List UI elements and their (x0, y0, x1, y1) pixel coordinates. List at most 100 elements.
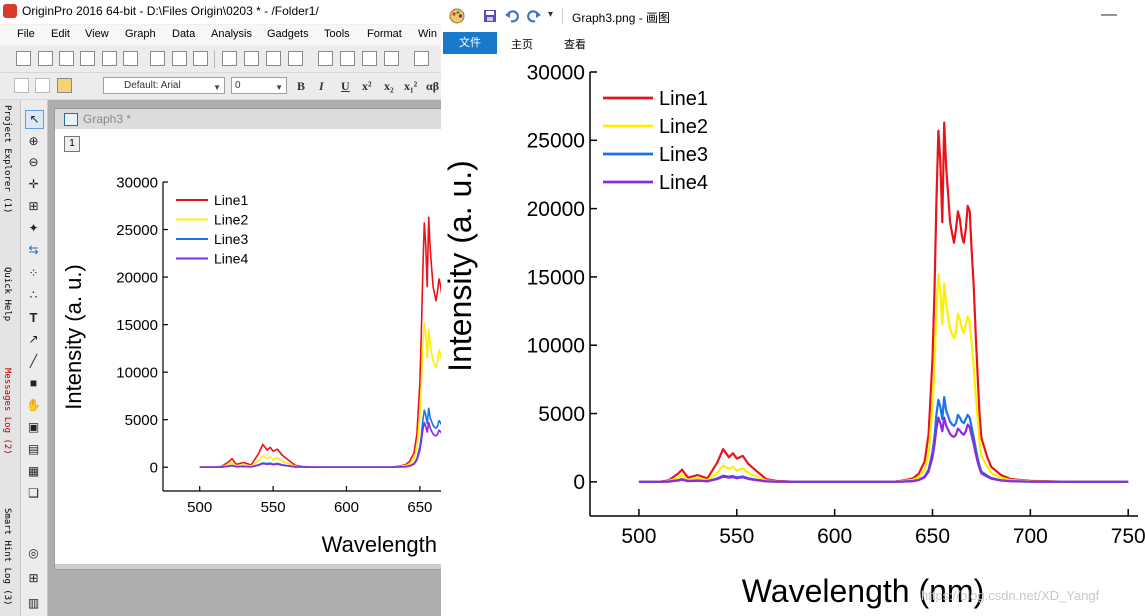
series-line4-line (638, 416, 1129, 483)
bold-button[interactable]: B (297, 79, 306, 93)
tab-file[interactable]: 文件 (443, 32, 497, 54)
y-tick-label: 20000 (527, 198, 585, 221)
y-tick-label: 0 (573, 471, 585, 494)
x-tick-label: 700 (1013, 525, 1048, 548)
regional-selector-icon[interactable]: ⁘ (28, 266, 39, 280)
image-tool-icon[interactable]: ▣ (27, 420, 40, 434)
menu-window[interactable]: Win (418, 28, 437, 40)
tab-smart-hint-log[interactable]: Smart Hint Log (3) (2, 508, 12, 606)
graph-window-scrollbar[interactable] (55, 564, 441, 569)
undo-icon[interactable] (505, 9, 519, 23)
new-matrix-icon[interactable] (59, 51, 74, 66)
menu-analysis[interactable]: Analysis (211, 28, 252, 40)
y-axis-title: Intensity (a. u.) (61, 264, 86, 410)
object-manager-icon[interactable]: ◎ (28, 546, 39, 560)
tab-messages-log[interactable]: Messages Log (2) (2, 368, 12, 455)
apps-icon[interactable]: ⊞ (28, 571, 39, 585)
screen-reader-icon[interactable]: ✛ (28, 177, 39, 191)
import-multiple-icon[interactable] (362, 51, 377, 66)
new-notes-icon[interactable] (150, 51, 165, 66)
greek-button[interactable]: αβ (426, 79, 440, 93)
text-tool-icon[interactable]: T (29, 310, 38, 325)
save-icon[interactable] (483, 9, 497, 23)
rectangle-tool-icon[interactable]: ■ (29, 376, 38, 390)
import-icon[interactable] (318, 51, 333, 66)
series-line1-line (638, 121, 1129, 483)
paste-icon[interactable] (57, 78, 72, 93)
y-tick-label: 30000 (527, 61, 585, 84)
exported-graph-image: 0 5000 10000 15000 20000 25000 30000 500 550 600 6… (442, 61, 1145, 609)
x-axis-title: Wavelength (nm) (742, 573, 984, 609)
menu-graph[interactable]: Graph (125, 28, 156, 40)
new-worksheet-icon[interactable] (38, 51, 53, 66)
data-selector-icon[interactable]: ✦ (28, 221, 39, 235)
new-function-icon[interactable] (102, 51, 117, 66)
redo-icon[interactable] (527, 9, 541, 23)
legend-label-line3: Line3 (214, 231, 248, 247)
tab-project-explorer[interactable]: Project Explorer (1) (2, 105, 12, 214)
origin-app-icon (3, 4, 17, 18)
menu-edit[interactable]: Edit (51, 28, 70, 40)
import-ascii-icon[interactable] (340, 51, 355, 66)
tab-quick-help[interactable]: Quick Help (2, 267, 12, 322)
new-graph-icon[interactable] (80, 51, 95, 66)
x-tick-label: 750 (1111, 525, 1145, 548)
paint-canvas[interactable]: 0 5000 10000 15000 20000 25000 30000 500 550 600 6… (441, 56, 1145, 616)
tab-view[interactable]: 查看 (564, 39, 586, 51)
font-combo[interactable]: Default: Arial ▼ (103, 77, 225, 94)
italic-button[interactable]: I (319, 79, 324, 93)
legend-label-line1: Line1 (214, 192, 248, 208)
x-tick-label: 650 (407, 499, 432, 516)
tab-home[interactable]: 主页 (511, 39, 533, 51)
layer-1-button[interactable]: 1 (64, 136, 80, 152)
minimize-icon[interactable]: — (1101, 6, 1117, 23)
menu-data[interactable]: Data (172, 28, 196, 40)
y-tick-label: 10000 (527, 335, 585, 358)
origin-window: OriginPro 2016 64-bit - D:\Files Origin\… (0, 0, 441, 616)
data-reader-icon[interactable]: ⊞ (28, 199, 39, 213)
new-layout-icon[interactable] (123, 51, 138, 66)
subscript-button[interactable]: x₂ (384, 79, 394, 93)
menu-format[interactable]: Format (367, 28, 402, 40)
menu-tools[interactable]: Tools (324, 28, 350, 40)
project-icon[interactable]: ▥ (27, 596, 40, 610)
stack-tool-icon[interactable]: ❏ (28, 486, 39, 500)
series-line2-line (199, 321, 441, 469)
recalculate-icon[interactable] (414, 51, 429, 66)
layer-tool-icon[interactable]: ▤ (27, 442, 40, 456)
import-wizard-icon[interactable] (384, 51, 399, 66)
draw-data-icon[interactable]: ⇆ (28, 243, 39, 257)
customize-qat-icon[interactable]: ▾ (548, 9, 554, 20)
zoom-out-icon[interactable]: ⊖ (28, 155, 39, 169)
csdn-watermark: https://blog.csdn.net/XD_Yangf (921, 588, 1100, 603)
menu-file[interactable]: File (17, 28, 35, 40)
font-size-combo[interactable]: 0 ▼ (231, 77, 287, 94)
cut-icon[interactable] (14, 78, 29, 93)
plot-tool-icon[interactable]: ▦ (27, 464, 40, 478)
copy-icon[interactable] (35, 78, 50, 93)
new-excel-icon[interactable] (172, 51, 187, 66)
origin-graph-plot: 0 5000 10000 15000 20000 25000 30000 500 550 600 6… (61, 174, 441, 557)
graph3-title-bar[interactable]: Graph3 * (55, 109, 441, 129)
menu-view[interactable]: View (85, 28, 109, 40)
underline-button[interactable]: U (341, 79, 350, 93)
save-template-icon[interactable] (288, 51, 303, 66)
new-script-icon[interactable] (193, 51, 208, 66)
graph3-window[interactable]: Graph3 * 1 0 5000 10000 15000 20000 25000 3000… (54, 108, 441, 570)
menu-gadgets[interactable]: Gadgets (267, 28, 309, 40)
font-combo-value: Default: Arial (124, 80, 181, 91)
zoom-in-icon[interactable]: ⊕ (28, 134, 39, 148)
save-icon[interactable] (266, 51, 281, 66)
line-tool-icon[interactable]: ╱ (29, 354, 38, 368)
superscript-button[interactable]: x² (362, 79, 372, 93)
supsubscript-button[interactable]: x₁² (404, 79, 418, 93)
new-project-icon[interactable] (16, 51, 31, 66)
hand-icon[interactable]: ✋ (26, 398, 41, 412)
legend-label-line3: Line3 (659, 144, 708, 166)
y-tick-label: 20000 (116, 269, 158, 286)
mask-icon[interactable]: ∴ (29, 288, 38, 302)
pointer-icon[interactable]: ↖ (25, 110, 44, 129)
arrow-tool-icon[interactable]: ↗ (28, 332, 39, 346)
open-template-icon[interactable] (244, 51, 259, 66)
open-icon[interactable] (222, 51, 237, 66)
